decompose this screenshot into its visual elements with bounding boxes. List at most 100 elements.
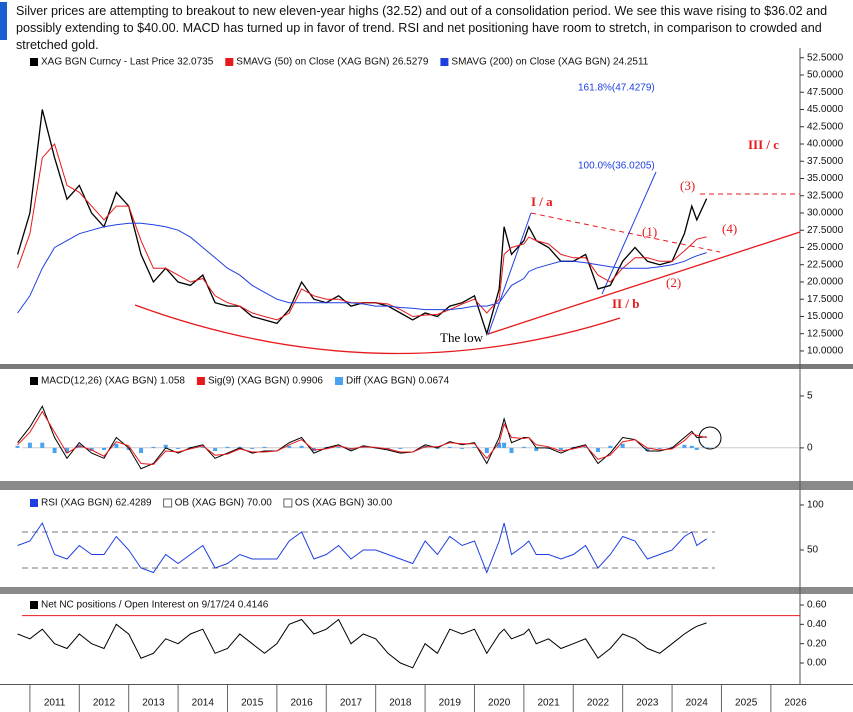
bar [704,447,709,448]
bar [558,447,563,450]
bar [176,447,181,449]
legend-label: MACD(12,26) (XAG BGN) 1.058 [41,376,185,387]
annotation: II / b [612,296,639,311]
y-tick-label: 30.0000 [807,208,844,219]
bar [250,447,255,449]
panel-separator [0,587,853,594]
drawn-studies [134,171,801,450]
series-line [17,618,707,669]
legend-swatch [225,58,234,66]
legend-swatch [30,499,38,507]
y-tick-label: 0.20 [807,638,827,649]
bar [689,445,694,448]
bar [126,447,131,450]
x-tick-label: 2018 [389,698,412,709]
y-tick-label: 0.60 [807,600,827,611]
y-tick-label: 45.0000 [807,104,844,115]
y-tick-label: 0 [807,443,813,454]
bar [287,445,292,448]
header: Silver prices are attempting to breakout… [0,0,853,52]
bar [188,446,193,448]
y-tick-label: 50.0000 [807,70,844,81]
x-tick-label: 2015 [241,698,264,709]
annotation: The low [440,330,484,345]
legend-swatch [163,498,173,508]
legend-swatch [196,377,205,385]
rounding-bottom [134,304,621,355]
bar [460,447,465,449]
bar [163,444,168,448]
bar [114,443,119,448]
y-tick-label: 22.5000 [807,259,844,270]
legend-label: Net NC positions / Open Interest on 9/17… [41,600,269,611]
legend-swatch [30,58,38,66]
y-tick-label: 27.5000 [807,225,844,236]
highlight-circle [698,426,722,450]
y-tick-label: 10.0000 [807,346,844,357]
x-tick-label: 2026 [784,698,807,709]
bar [608,445,613,448]
bar [27,442,32,448]
panel-separator [0,481,853,490]
y-tick-label: 42.5000 [807,121,844,132]
bar [509,447,514,454]
trend-line [487,231,801,335]
legend-swatch [30,601,38,609]
bar [324,446,329,448]
panel: 0 5 MACD(12,26) (XAG BGN) 1.058 Sig(9) (XAG… [15,376,813,470]
bar [534,447,539,451]
x-tick-label: 2017 [340,698,363,709]
legend-swatch [440,58,449,66]
series-line [17,222,707,314]
y-tick-label: 5 [807,391,813,402]
bar [52,447,57,454]
x-tick-label: 2023 [636,698,659,709]
bar [64,447,69,454]
bar [657,447,662,449]
x-tick-label: 2020 [488,698,511,709]
bar [237,446,242,448]
bar [583,446,588,448]
y-tick-label: 32.5000 [807,190,844,201]
annotation: (4) [722,221,737,236]
x-tick-label: 2019 [439,698,462,709]
bar [694,447,699,450]
legend-swatch [283,498,293,508]
legend-label: OB (XAG BGN) 70.00 [175,498,273,509]
x-tick-label: 2025 [735,698,758,709]
annotation: I / a [531,194,553,209]
bar [595,447,600,453]
y-tick-label: 0.40 [807,619,827,630]
bar [89,447,94,451]
axis-line [0,684,853,685]
bar [262,446,267,448]
x-tick-label: 2024 [686,698,709,709]
bar [682,444,687,448]
panel: 50 100 RSI (XAG BGN) 62.4289 OB (XAG BGN) 7… [17,498,824,574]
y-tick-label: 15.0000 [807,311,844,322]
legend-label: Sig(9) (XAG BGN) 0.9906 [208,376,323,387]
y-tick-label: 40.0000 [807,139,844,150]
annotation: 161.8%(47.4279) [578,83,655,94]
bar [571,446,576,448]
y-tick-label: 35.0000 [807,173,844,184]
y-tick-label: 17.5000 [807,294,844,305]
series-line [17,405,707,470]
bar [299,445,304,448]
x-tick-label: 2014 [192,698,215,709]
y-tick-label: 20.0000 [807,277,844,288]
bar [484,447,489,454]
y-tick-label: 52.5000 [807,52,844,63]
y-tick-label: 50 [807,545,819,556]
accent-bar [0,2,7,40]
y-tick-label: 12.5000 [807,328,844,339]
panel: 0.00 0.20 0.40 0.60 Net NC positions / Open … [17,600,827,712]
bar [521,446,526,448]
header-text: Silver prices are attempting to breakout… [16,4,828,52]
bar [213,447,218,451]
wave-line [487,212,532,336]
bar [502,442,507,448]
x-tick-label: 2016 [290,698,313,709]
